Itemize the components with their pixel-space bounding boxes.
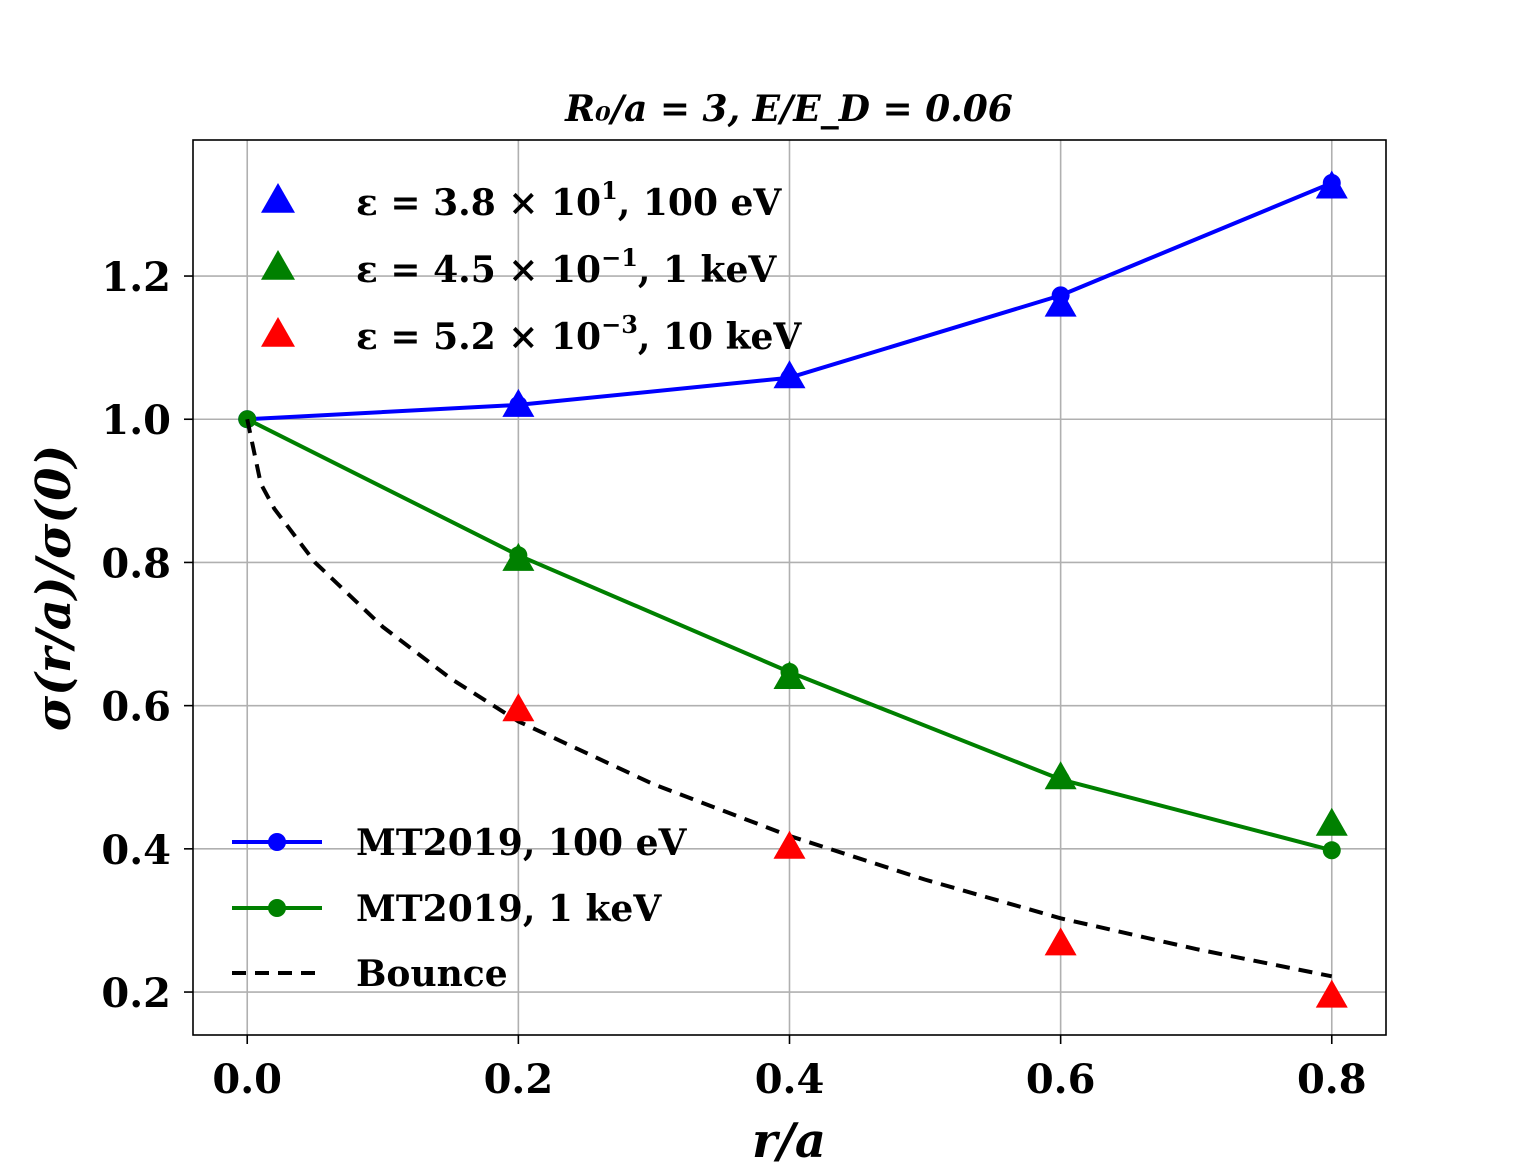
y-axis-label: σ(r/a)/σ(0) [26, 445, 82, 731]
chart-title: R₀/a = 3, E/E_D = 0.06 [564, 88, 1013, 130]
marker-series-2-point [1044, 761, 1077, 790]
y-tick-label: 0.2 [101, 970, 171, 1017]
legend-bottom-label: MT2019, 1 keV [356, 888, 662, 930]
y-tick-label: 0.6 [101, 684, 171, 731]
legend-top-label: ε = 5.2 × 10−3, 10 keV [356, 310, 802, 358]
chart-title-text: R₀/a = 3, E/E_D = 0.06 [564, 88, 1013, 130]
x-tick-label: 0.8 [1297, 1056, 1367, 1103]
legend-top-marker [261, 317, 295, 347]
marker-series-3-point [1044, 927, 1077, 956]
y-tick-label: 0.8 [101, 540, 171, 587]
series-line-3 [245, 418, 1333, 979]
x-axis-label: r/a [752, 1113, 826, 1164]
legend-top-marker [261, 250, 295, 280]
marker-series-3-point [1315, 979, 1348, 1008]
marker-series-1-point [502, 388, 535, 417]
marker-series-2-point [502, 542, 535, 571]
marker-series-3-point [773, 830, 806, 859]
legend-top-label: ε = 3.8 × 101, 100 eV [356, 176, 782, 224]
y-tick-label: 0.4 [101, 827, 171, 874]
plot-series [238, 170, 1348, 1008]
marker-series-3-point [502, 693, 535, 722]
legend-top: ε = 3.8 × 101, 100 eV ε = 4.5 × 10−1, 1 k… [261, 176, 802, 358]
marker-series-2-point [1315, 807, 1348, 836]
legend-top-label: ε = 4.5 × 10−1, 1 keV [356, 243, 777, 291]
y-tick-label: 1.0 [101, 397, 171, 444]
x-tick-label: 0.2 [484, 1056, 554, 1103]
legend-top-marker [261, 183, 295, 213]
marker-series-1-point [1315, 170, 1348, 199]
grid [193, 140, 1386, 1035]
legend-bottom-label: MT2019, 100 eV [356, 822, 687, 864]
axis-ticks: 0.0 0.2 0.4 0.6 0.8 0.2 0.4 0.6 0.8 1.0 1.2 [101, 254, 1366, 1103]
marker-series-1-point [1044, 288, 1077, 317]
x-tick-label: 0.0 [212, 1056, 282, 1103]
x-tick-label: 0.4 [755, 1056, 825, 1103]
y-tick-label: 1.2 [101, 254, 171, 301]
series-2-point [1322, 841, 1341, 860]
marker-series-1-point [773, 360, 806, 389]
legend-bottom-label: Bounce [356, 953, 508, 995]
legend-bottom-dot [268, 833, 286, 851]
x-tick-label: 0.6 [1026, 1056, 1096, 1103]
legend-bottom-dot [268, 899, 286, 917]
legend-bottom: MT2019, 100 eV MT2019, 1 keV Bounce [232, 822, 687, 995]
marker-series-2-point [773, 661, 806, 689]
